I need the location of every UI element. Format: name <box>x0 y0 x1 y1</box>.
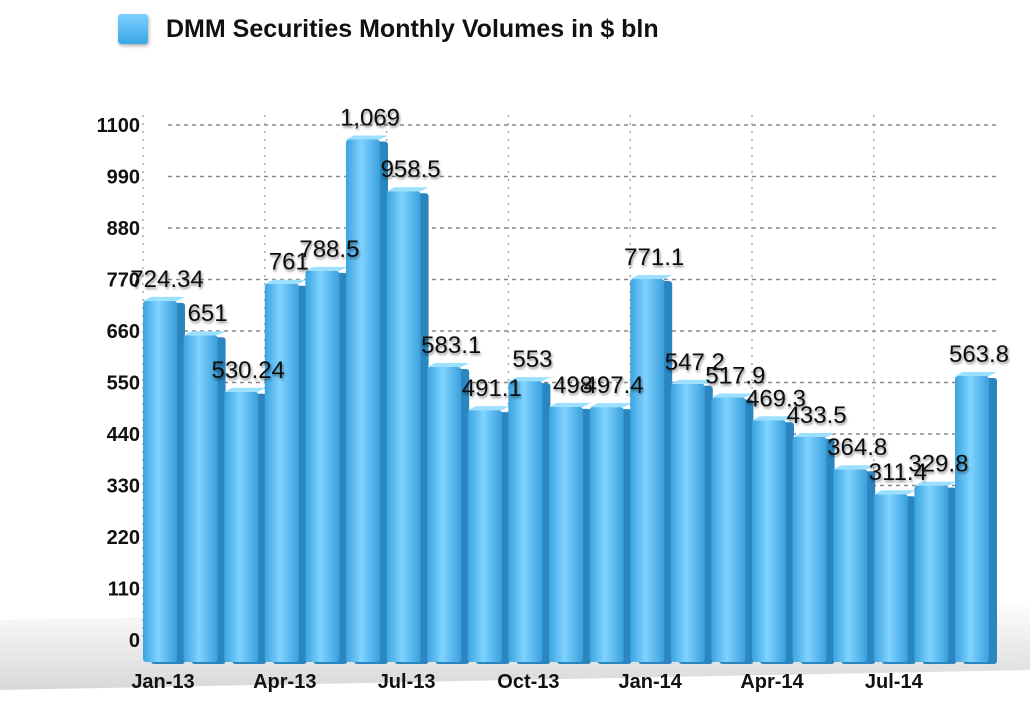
y-tick-label: 330 <box>107 476 140 498</box>
bar <box>873 494 908 662</box>
bar-top <box>752 416 794 421</box>
bar <box>589 407 624 662</box>
bar-top <box>833 465 876 470</box>
legend-swatch <box>118 14 148 44</box>
y-tick-label: 880 <box>107 218 140 240</box>
bar-top <box>914 481 957 486</box>
y-tick-label: 0 <box>129 630 140 652</box>
bar-top <box>143 296 185 301</box>
bar <box>143 300 177 662</box>
data-label: 724.34 <box>130 266 203 293</box>
y-tick-label: 1100 <box>97 115 140 137</box>
bar <box>183 335 218 662</box>
bar <box>670 383 705 662</box>
data-label: 958.5 <box>381 156 441 183</box>
bar-top <box>346 135 388 140</box>
bar-top <box>792 433 835 438</box>
data-label: 329.8 <box>908 451 968 478</box>
data-label: 491.1 <box>462 375 522 402</box>
bar <box>792 437 827 662</box>
data-label: 583.1 <box>421 332 481 359</box>
legend-label: DMM Securities Monthly Volumes in $ bln <box>166 14 659 43</box>
bar <box>549 406 583 662</box>
data-label: 563.8 <box>949 341 1009 368</box>
bar-top <box>264 279 307 284</box>
bar-top <box>305 266 348 271</box>
bar-top <box>630 274 673 279</box>
y-tick-label: 220 <box>107 527 140 549</box>
bar <box>752 420 786 662</box>
bar <box>630 278 665 662</box>
bar-top <box>711 393 754 398</box>
data-label: 530.24 <box>211 357 284 384</box>
bar <box>224 391 259 662</box>
y-tick-label: 660 <box>107 321 140 343</box>
data-label: 517.9 <box>705 363 765 390</box>
x-tick-label: Oct-13 <box>497 671 559 693</box>
legend: DMM Securities Monthly Volumes in $ bln <box>118 14 659 44</box>
bar-top <box>427 363 470 368</box>
bar <box>833 469 868 662</box>
y-tick-label: 110 <box>108 579 140 601</box>
bar <box>346 139 380 662</box>
bar-top <box>467 406 510 411</box>
x-tick-label: Jan-14 <box>619 671 683 693</box>
data-label: 498 <box>553 372 593 399</box>
bar <box>467 410 502 662</box>
bar <box>264 283 299 662</box>
bar-top <box>549 402 591 407</box>
y-tick-label: 770 <box>107 270 140 292</box>
bar-top <box>589 403 632 408</box>
data-label: 651 <box>188 300 228 327</box>
x-tick-label: Jul-14 <box>865 671 924 693</box>
data-label: 497.4 <box>584 372 644 399</box>
bar <box>386 191 421 662</box>
bar <box>914 485 949 662</box>
data-label: 469.3 <box>746 385 806 412</box>
x-tick-label: Apr-13 <box>253 671 316 693</box>
data-label: 547.2 <box>665 349 725 376</box>
bar-top <box>183 331 226 336</box>
bar <box>508 381 543 662</box>
data-label: 553 <box>512 346 552 373</box>
y-tick-label: 550 <box>107 373 140 395</box>
bar-top <box>224 387 267 392</box>
bar-top <box>508 377 551 382</box>
x-tick-label: Jul-13 <box>378 671 436 693</box>
x-tick-label: Apr-14 <box>740 671 804 693</box>
data-label: 1,069 <box>340 105 400 132</box>
bar <box>711 397 746 662</box>
data-label: 788.5 <box>299 236 359 263</box>
bar <box>955 376 989 662</box>
bar <box>305 270 340 662</box>
x-tick-label: Jan-13 <box>131 671 194 693</box>
bar <box>427 367 462 662</box>
data-label: 311.4 <box>869 459 927 486</box>
y-tick-label: 440 <box>107 424 140 446</box>
bar-top <box>873 490 916 495</box>
data-label: 433.5 <box>787 402 847 429</box>
data-label: 761 <box>269 249 309 276</box>
bar-top <box>386 187 429 192</box>
data-label: 771.1 <box>624 244 684 271</box>
y-tick-label: 990 <box>107 167 140 189</box>
bar-top <box>955 372 997 377</box>
bar-top <box>670 379 713 384</box>
data-label: 364.8 <box>827 434 887 461</box>
